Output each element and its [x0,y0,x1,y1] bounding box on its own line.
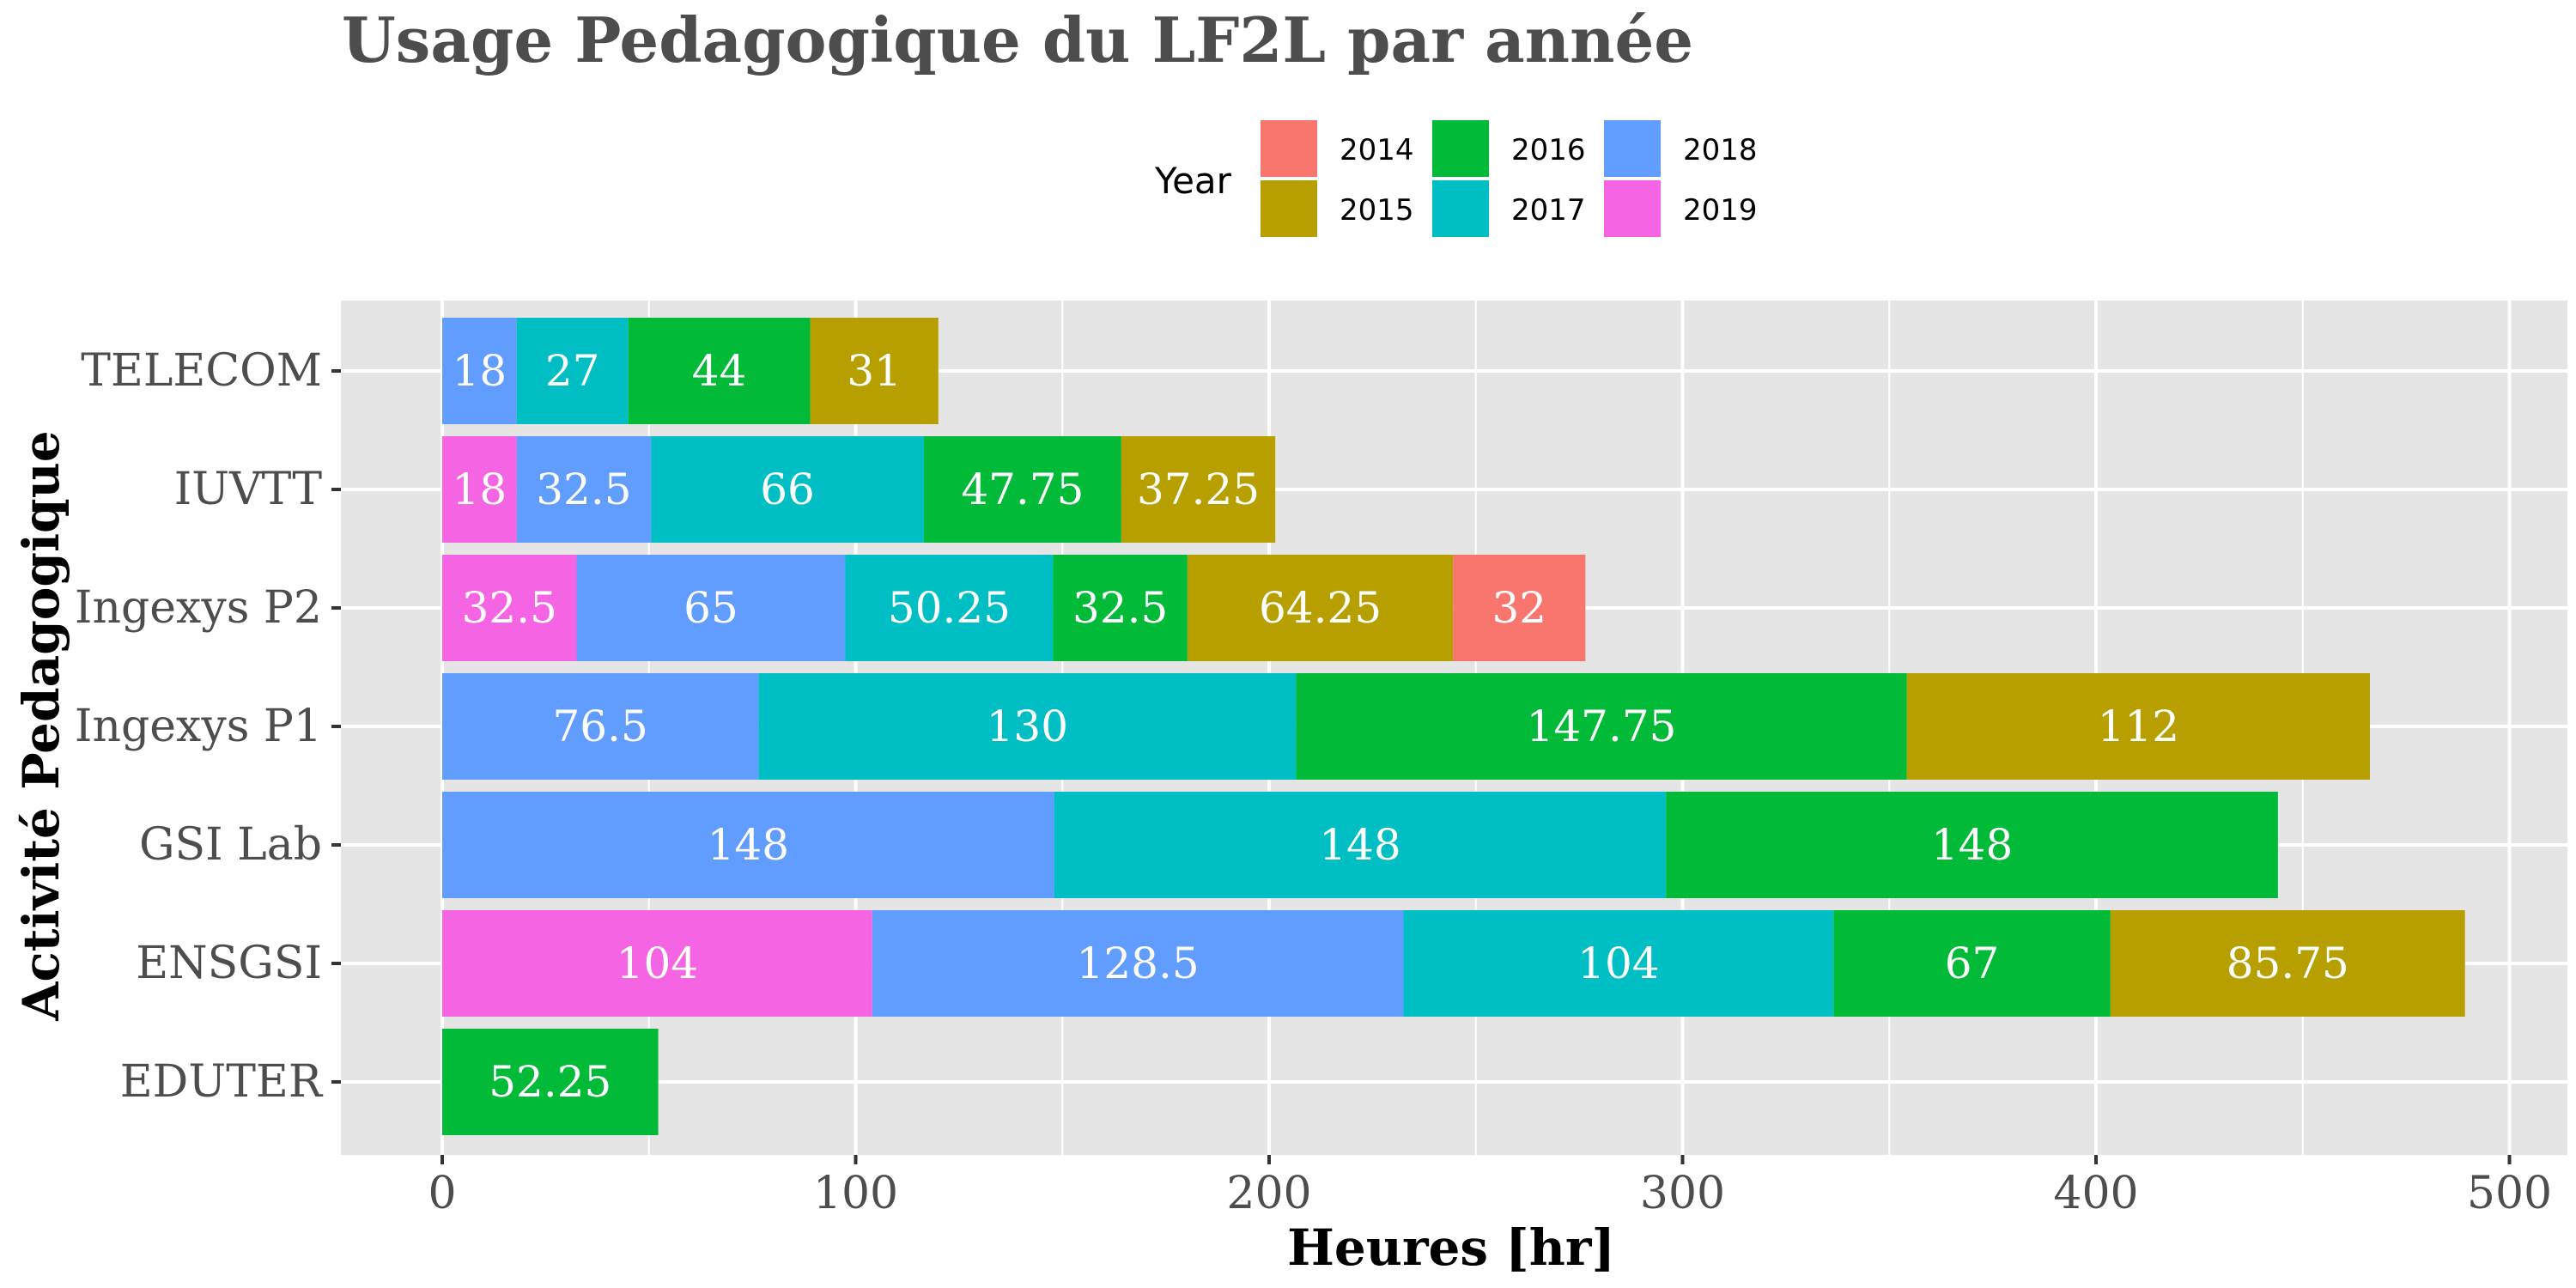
legend-label-2018: 2018 [1683,133,1758,167]
bar-label: 32.5 [1072,583,1168,633]
chart-title: Usage Pedagogique du LF2L par année [342,3,1693,76]
bar-label: 18 [453,465,507,514]
bar-label: 65 [683,583,738,633]
bar-ingexys-p1-2016 [1296,673,1907,780]
bar-ingexys-p1-2015 [1906,673,2370,780]
bar-label: 148 [1319,820,1400,870]
legend-key-2019 [1604,180,1661,237]
bar-label: 32.5 [536,465,631,514]
y-tick-label: TELECOM [81,345,322,397]
bar-iuvtt-2018 [516,436,652,543]
bar-label: 148 [1931,820,2013,870]
bar-iuvtt-2015 [1121,436,1276,543]
legend: Year 2014 2015 2016 2017 2018 2019 [1154,120,1758,237]
legend-label-2014: 2014 [1340,133,1414,167]
bar-ingexys-p2-2018 [576,555,846,661]
legend-title: Year [1154,160,1232,202]
bar-gsi-lab-2017 [1054,792,1667,898]
bar-ensgsi-2017 [1403,910,1834,1017]
bar-telecom-2017 [516,318,629,424]
bar-label: 104 [1577,939,1659,988]
bar-telecom-2015 [810,318,939,424]
bar-label: 148 [708,820,789,870]
bar-ingexys-p2-2015 [1187,555,1454,661]
y-axis-title: Activité Pedagogique [12,430,70,1021]
bar-label: 67 [1945,939,2000,988]
bar-ingexys-p1-2017 [758,673,1297,780]
x-tick-label: 200 [1226,1168,1311,1219]
legend-items: 2014 2015 2016 2017 2018 2019 [1261,120,1758,237]
bar-eduter-2016 [442,1029,659,1135]
bar-ingexys-p2-2016 [1053,555,1188,661]
bar-telecom-2016 [628,318,811,424]
bar-label: 147.75 [1527,702,1677,751]
bar-label: 52.25 [489,1057,611,1107]
legend-key-2015 [1261,180,1317,237]
x-tick-label: 400 [2053,1168,2138,1219]
bar-iuvtt-2016 [923,436,1121,543]
bar-label: 130 [987,702,1068,751]
legend-key-2016 [1432,120,1489,177]
y-axis: TELECOM IUVTT Ingexys P2 Ingexys P1 GSI Lab E… [75,345,341,1108]
bar-label: 112 [2098,702,2179,751]
y-tick-label: Ingexys P2 [75,582,322,634]
x-tick-label: 300 [1640,1168,1725,1219]
bar-ingexys-p2-2014 [1453,555,1586,661]
bar-label: 64.25 [1259,583,1382,633]
bar-ingexys-p2-2017 [845,555,1054,661]
legend-label-2015: 2015 [1340,193,1414,228]
bar-label: 31 [847,346,902,396]
bar-label: 128.5 [1077,939,1200,988]
legend-key-2018 [1604,120,1661,177]
legend-label-2017: 2017 [1511,193,1586,228]
bar-label: 66 [760,465,815,514]
x-axis-title: Heures [hr] [1287,1218,1615,1277]
bar-ensgsi-2016 [1833,910,2111,1017]
bar-label: 37.25 [1137,465,1260,514]
bar-label: 76.5 [553,702,648,751]
bar-label: 18 [453,346,507,396]
legend-key-2017 [1432,180,1489,237]
bars [442,318,2465,1135]
legend-label-2019: 2019 [1683,193,1758,228]
y-tick-label: IUVTT [174,464,323,515]
bar-telecom-2018 [442,318,517,424]
bar-ensgsi-2019 [442,910,872,1017]
bar-label: 50.25 [888,583,1011,633]
y-tick-label: ENSGSI [136,938,322,989]
y-tick-label: Ingexys P1 [75,701,322,752]
x-axis: 0 100 200 300 400 500 [428,1155,2552,1219]
bar-iuvtt-2019 [442,436,517,543]
x-tick-label: 0 [428,1168,456,1219]
bar-label: 32.5 [462,583,557,633]
bar-ensgsi-2015 [2110,910,2465,1017]
bar-ingexys-p1-2018 [442,673,759,780]
bar-ingexys-p2-2019 [442,555,577,661]
y-tick-label: GSI Lab [139,819,322,871]
bar-gsi-lab-2016 [1666,792,2278,898]
bar-label: 44 [692,346,747,396]
bar-label: 104 [617,939,698,988]
legend-key-2014 [1261,120,1317,177]
bar-label: 27 [545,346,600,396]
y-tick-label: EDUTER [120,1056,324,1108]
legend-label-2016: 2016 [1511,133,1586,167]
bar-label: 47.75 [961,465,1084,514]
bar-label: 85.75 [2227,939,2349,988]
x-tick-label: 500 [2467,1168,2552,1219]
bar-label: 32 [1492,583,1546,633]
bar-ensgsi-2018 [872,910,1404,1017]
bar-labels: 18 27 44 31 18 32.5 66 47.75 37.25 32.5 65 50.25 32.… [453,346,2349,1107]
bar-gsi-lab-2018 [442,792,1054,898]
bar-iuvtt-2017 [651,436,924,543]
x-tick-label: 100 [813,1168,898,1219]
